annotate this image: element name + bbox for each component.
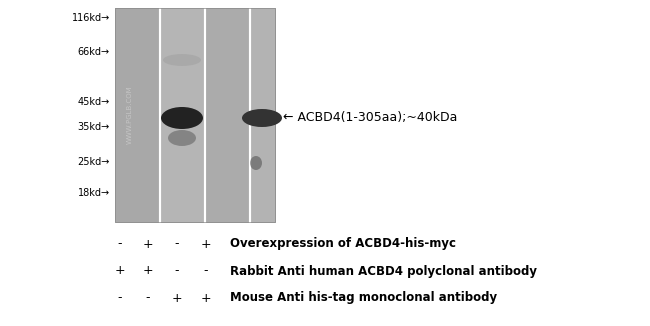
Text: -: - (175, 264, 179, 277)
Text: -: - (118, 238, 122, 250)
Text: 116kd→: 116kd→ (72, 13, 110, 23)
Bar (250, 8, 275, 222)
Text: +: + (143, 264, 153, 277)
Bar (115, 8, 160, 222)
Bar (160, 8, 205, 222)
Ellipse shape (242, 109, 282, 127)
Ellipse shape (163, 54, 201, 66)
Bar (115, 8, 275, 222)
Text: 66kd→: 66kd→ (78, 47, 110, 57)
Text: -: - (146, 291, 150, 304)
Text: 35kd→: 35kd→ (78, 122, 110, 132)
Text: -: - (175, 238, 179, 250)
Ellipse shape (250, 156, 262, 170)
Ellipse shape (168, 130, 196, 146)
Bar (115, 8, 275, 222)
Text: +: + (201, 291, 211, 304)
Text: 18kd→: 18kd→ (78, 188, 110, 198)
Text: +: + (201, 238, 211, 250)
Text: Rabbit Anti human ACBD4 polyclonal antibody: Rabbit Anti human ACBD4 polyclonal antib… (230, 264, 537, 277)
Text: -: - (203, 264, 208, 277)
Text: 25kd→: 25kd→ (77, 157, 110, 167)
Text: -: - (118, 291, 122, 304)
Text: 45kd→: 45kd→ (78, 97, 110, 107)
Text: Overexpression of ACBD4-his-myc: Overexpression of ACBD4-his-myc (230, 238, 456, 250)
Text: WWW.PGLB.COM: WWW.PGLB.COM (127, 86, 133, 144)
Text: +: + (114, 264, 125, 277)
Text: ← ACBD4(1-305aa);~40kDa: ← ACBD4(1-305aa);~40kDa (283, 111, 458, 125)
Text: +: + (143, 238, 153, 250)
Text: Mouse Anti his-tag monoclonal antibody: Mouse Anti his-tag monoclonal antibody (230, 291, 497, 304)
Ellipse shape (161, 107, 203, 129)
Bar (205, 8, 250, 222)
Text: +: + (172, 291, 182, 304)
